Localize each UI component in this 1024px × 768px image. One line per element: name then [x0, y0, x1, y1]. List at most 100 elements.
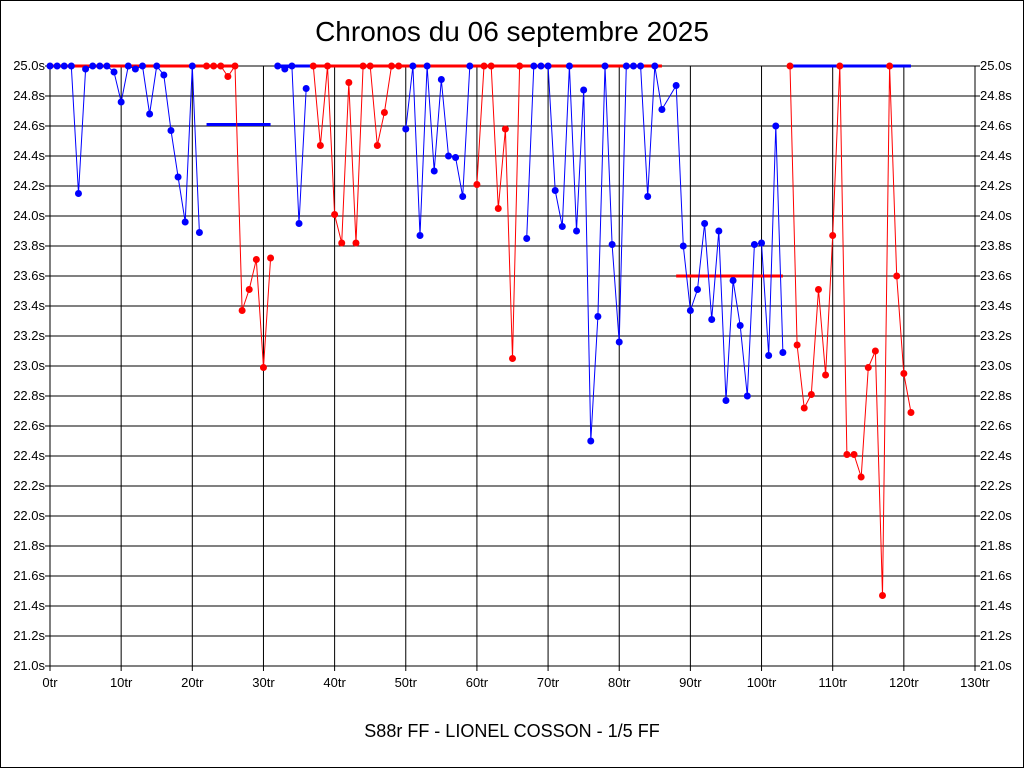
data-point	[857, 473, 865, 481]
data-point	[750, 241, 758, 248]
x-tick-label: 30tr	[252, 675, 275, 690]
data-point	[879, 592, 886, 599]
y-tick-label: 25.0s	[13, 58, 45, 73]
y-tick-label-right: 21.2s	[980, 628, 1012, 643]
data-point	[437, 76, 445, 83]
y-tick-label: 24.6s	[13, 118, 45, 133]
x-tick-label: 100tr	[747, 675, 777, 690]
data-point	[686, 307, 694, 314]
data-point	[843, 451, 851, 458]
data-point	[722, 397, 730, 404]
data-point	[60, 62, 68, 70]
y-tick-label-right: 23.4s	[980, 298, 1012, 313]
data-point	[423, 62, 431, 70]
data-point	[715, 227, 723, 235]
data-point	[637, 62, 645, 70]
chart-title: Chronos du 06 septembre 2025	[315, 16, 709, 47]
data-point	[452, 154, 460, 161]
data-point	[252, 256, 260, 263]
data-point	[516, 62, 524, 70]
y-tick-label: 24.0s	[13, 208, 45, 223]
data-point	[366, 62, 374, 70]
data-point	[416, 232, 424, 239]
data-point	[864, 364, 872, 371]
data-point	[67, 62, 75, 70]
x-tick-label: 20tr	[181, 675, 204, 690]
data-point	[786, 62, 794, 70]
data-point	[338, 239, 346, 247]
x-tick-label: 0tr	[42, 675, 58, 690]
y-tick-label-right: 22.8s	[980, 388, 1012, 403]
data-point	[459, 193, 467, 200]
data-point	[331, 211, 339, 218]
data-point	[530, 62, 538, 70]
data-point	[672, 82, 680, 89]
y-tick-label-right: 21.4s	[980, 598, 1012, 613]
y-tick-label-right: 22.2s	[980, 478, 1012, 493]
data-point	[629, 62, 637, 70]
data-point	[181, 218, 189, 226]
x-tick-label: 120tr	[889, 675, 919, 690]
data-point	[295, 220, 303, 227]
data-point	[494, 205, 502, 212]
data-point	[160, 71, 168, 79]
data-point	[679, 242, 687, 250]
y-tick-label: 22.8s	[13, 388, 45, 403]
data-point	[146, 110, 154, 118]
data-point	[245, 286, 253, 293]
data-point	[224, 73, 232, 80]
data-point	[103, 62, 111, 70]
data-point	[886, 62, 894, 70]
y-tick-label: 21.2s	[13, 628, 45, 643]
data-point	[316, 142, 324, 149]
data-point	[594, 313, 602, 320]
y-tick-label-right: 21.0s	[980, 658, 1012, 673]
data-point	[217, 62, 225, 70]
data-point	[380, 109, 388, 116]
series-line	[526, 65, 784, 442]
data-point	[558, 223, 566, 230]
x-tick-label: 80tr	[608, 675, 631, 690]
data-point	[89, 62, 97, 70]
data-point	[324, 62, 331, 70]
data-point	[736, 322, 744, 329]
y-tick-label: 24.2s	[13, 178, 45, 193]
data-point	[281, 65, 289, 73]
data-point	[480, 62, 488, 70]
y-tick-label: 22.0s	[13, 508, 45, 523]
x-tick-label: 110tr	[818, 675, 847, 690]
x-tick-label: 70tr	[537, 675, 560, 690]
y-tick-label-right: 22.6s	[980, 418, 1012, 433]
data-point	[117, 98, 125, 106]
series-line	[50, 64, 200, 233]
data-point	[651, 62, 659, 70]
data-point	[551, 187, 559, 194]
data-point	[359, 62, 367, 70]
y-tick-label: 22.2s	[13, 478, 45, 493]
data-point	[110, 68, 118, 76]
y-tick-label-right: 23.6s	[980, 268, 1012, 283]
data-point	[694, 286, 701, 293]
data-point	[203, 62, 211, 70]
data-point	[779, 349, 787, 356]
y-tick-label-right: 24.4s	[980, 148, 1012, 163]
data-point	[765, 352, 773, 359]
data-point	[772, 122, 780, 130]
data-point	[565, 62, 573, 70]
y-tick-label: 24.4s	[13, 148, 45, 163]
data-point	[601, 62, 609, 70]
data-point	[537, 62, 545, 70]
data-point	[871, 347, 879, 355]
data-point	[487, 62, 495, 70]
data-point	[758, 239, 766, 247]
data-point	[900, 370, 908, 377]
data-point	[501, 125, 509, 133]
data-point	[388, 62, 396, 70]
data-point	[608, 241, 616, 248]
data-point	[708, 316, 716, 323]
data-point	[893, 272, 901, 280]
data-point	[231, 62, 239, 70]
x-tick-label: 90tr	[679, 675, 702, 690]
y-tick-label: 23.4s	[13, 298, 45, 313]
